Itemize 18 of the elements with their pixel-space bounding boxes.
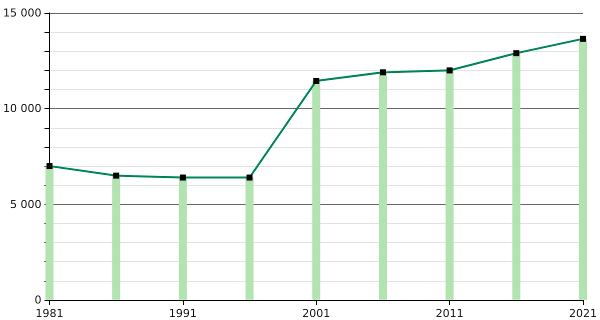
y-tick-label: 15 000 — [2, 6, 42, 20]
bar — [579, 38, 588, 300]
bar — [178, 178, 187, 300]
bar — [378, 72, 387, 300]
y-tick-label: 0 — [34, 294, 42, 306]
x-tick-label: 1991 — [168, 307, 197, 320]
y-tick-label: 5 000 — [10, 198, 42, 211]
bar — [446, 70, 454, 300]
x-tick-label: 2011 — [436, 307, 464, 320]
bar — [312, 80, 320, 300]
x-tick-label: 2001 — [302, 307, 330, 320]
bar — [512, 53, 520, 300]
bar — [246, 178, 254, 300]
y-tick-label: 10 000 — [2, 102, 42, 116]
bar — [45, 166, 54, 300]
x-tick-label: 1981 — [35, 307, 64, 320]
bar — [112, 176, 120, 300]
x-tick-label: 2021 — [569, 307, 598, 320]
